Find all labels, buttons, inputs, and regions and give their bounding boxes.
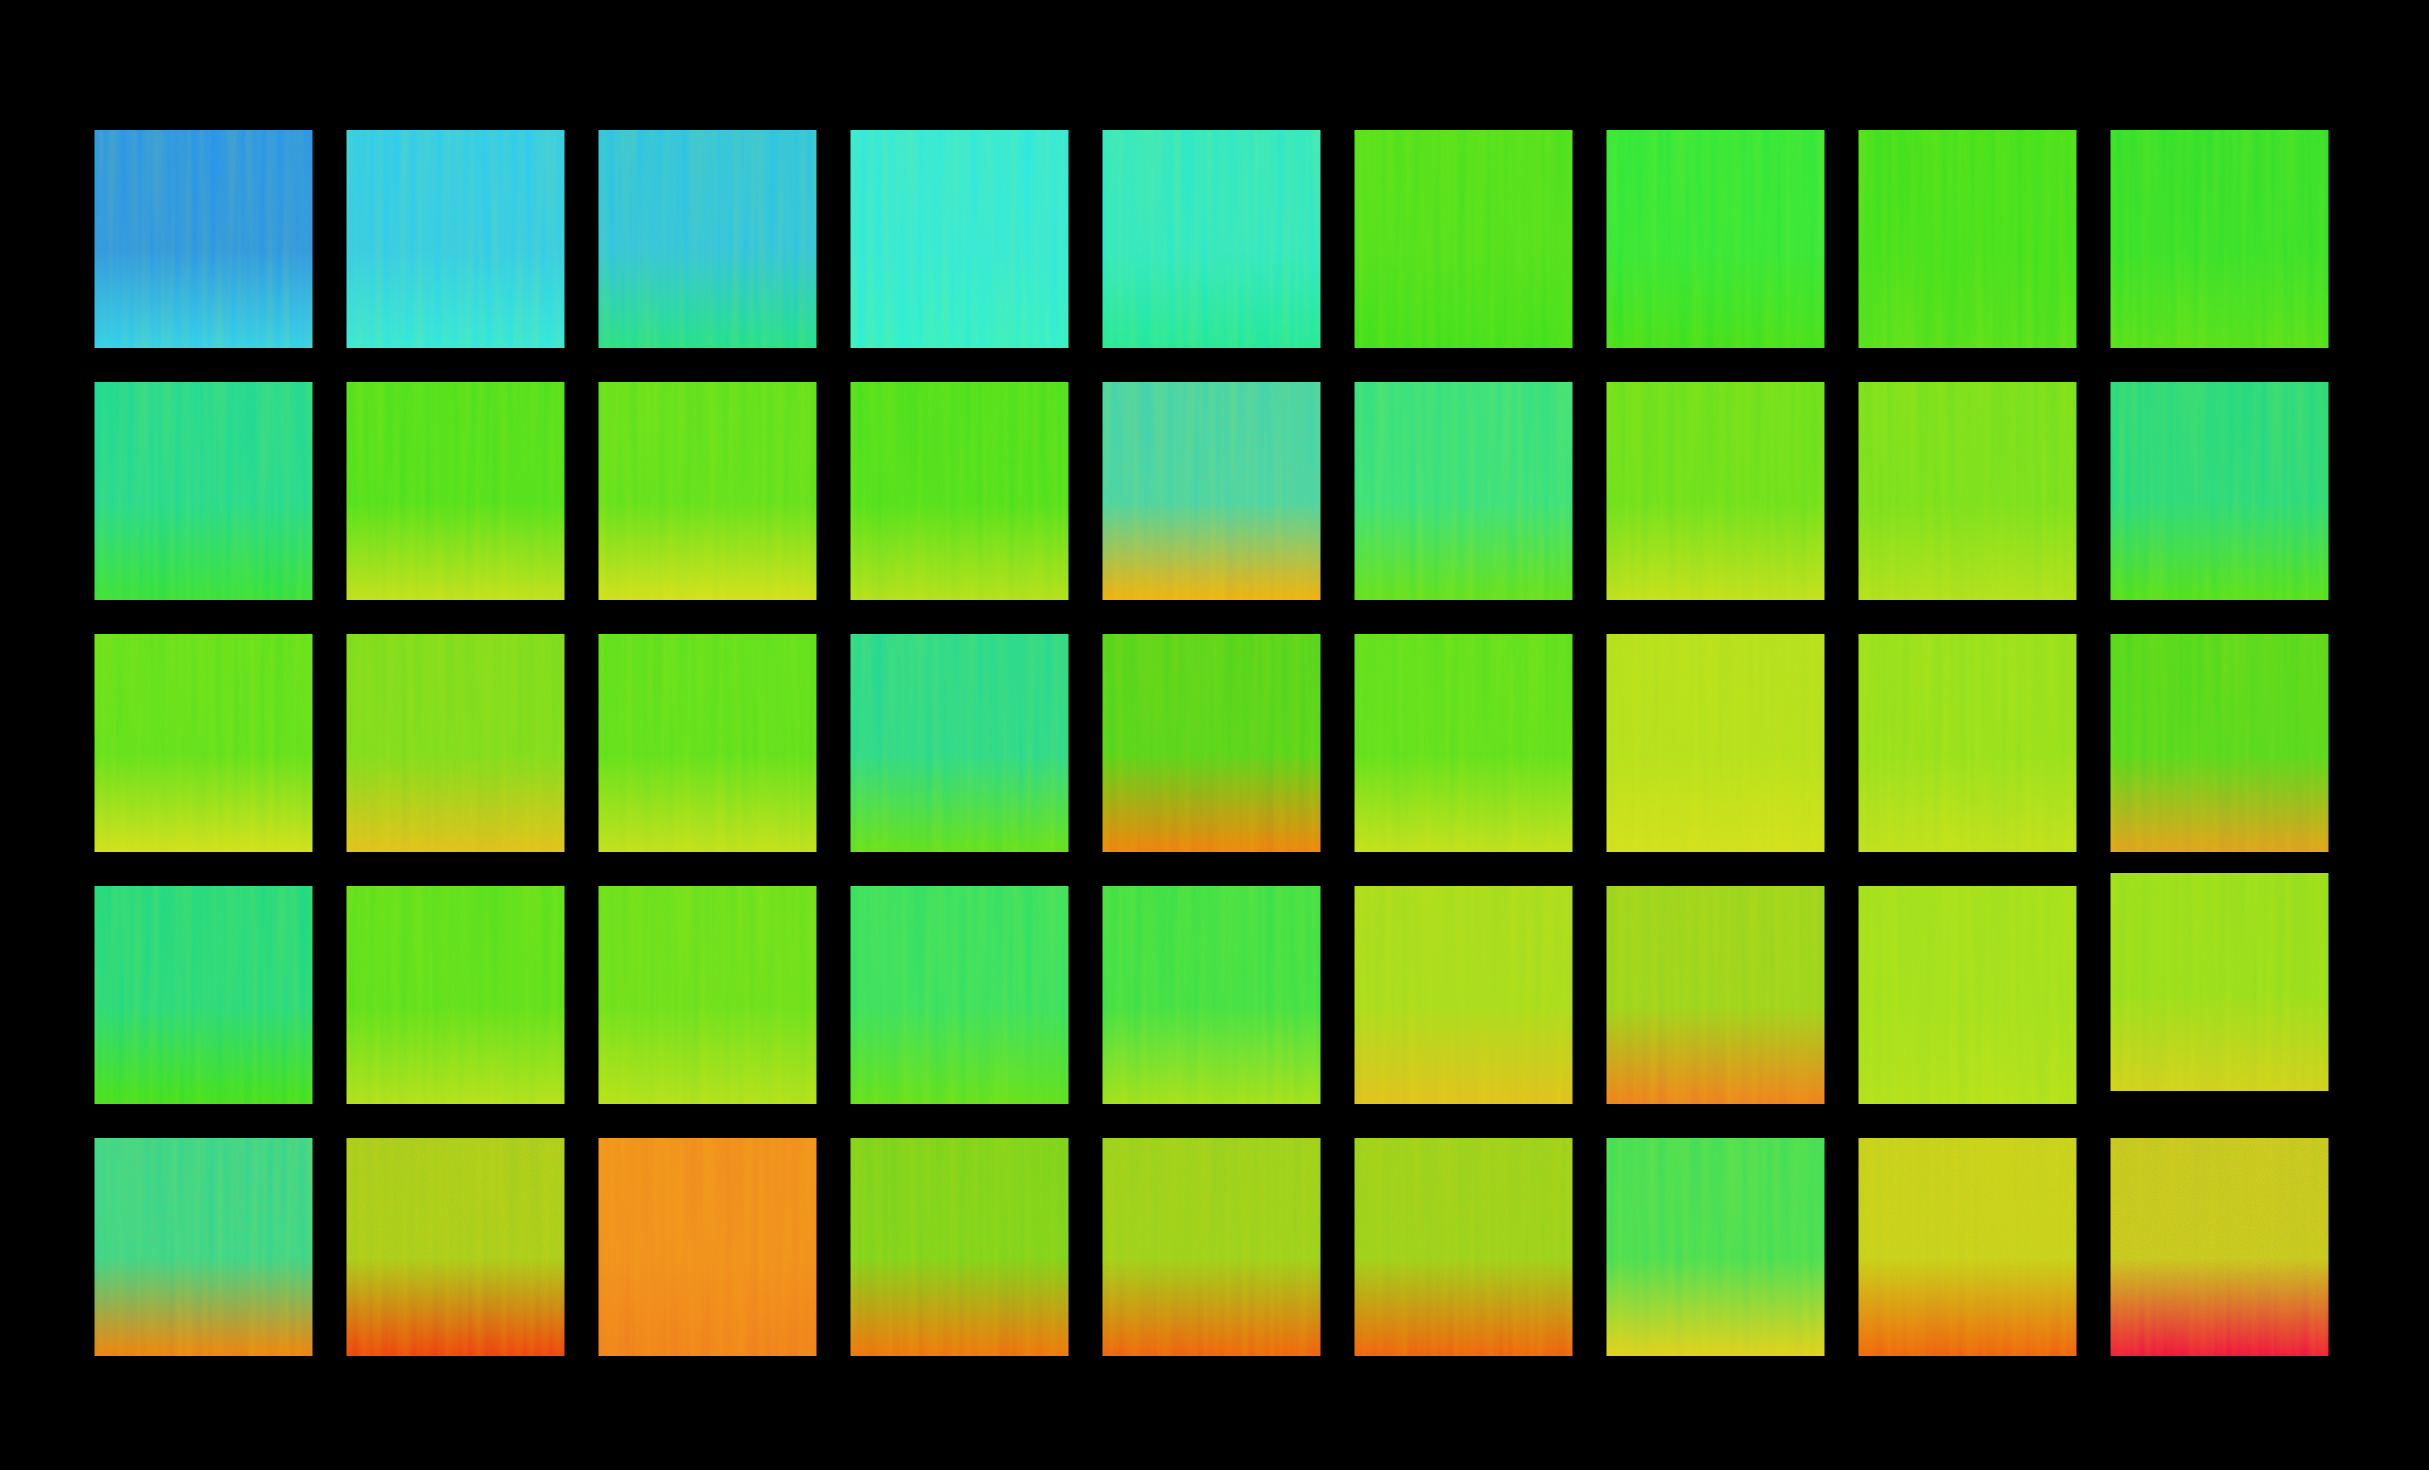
tile-noise: [598, 886, 817, 1104]
tile-noise: [346, 382, 565, 600]
spectrogram-tile: [598, 634, 817, 852]
tile-noise: [1102, 634, 1321, 852]
spectrogram-tile: [94, 130, 313, 348]
tile-noise: [346, 634, 565, 852]
tile-noise: [1858, 382, 2077, 600]
spectrogram-tile: [1606, 1138, 1825, 1356]
spectrogram-tile: [346, 382, 565, 600]
spectrogram-tile: [1102, 634, 1321, 852]
tile-noise: [94, 382, 313, 600]
spectrogram-tile: [850, 382, 1069, 600]
spectrogram-tile: [1102, 1138, 1321, 1356]
tile-noise: [1102, 130, 1321, 348]
spectrogram-tile: [1354, 1138, 1573, 1356]
tile-noise: [94, 130, 313, 348]
spectrogram-tile: [1858, 130, 2077, 348]
spectrogram-tile: [1858, 382, 2077, 600]
spectrogram-tile: [1354, 130, 1573, 348]
tile-noise: [1606, 1138, 1825, 1356]
tile-noise: [94, 634, 313, 852]
tile-noise: [850, 382, 1069, 600]
tile-noise: [1354, 634, 1573, 852]
tile-noise: [850, 886, 1069, 1104]
tile-noise: [598, 130, 817, 348]
spectrogram-tile: [1606, 382, 1825, 600]
spectrogram-tile: [598, 886, 817, 1104]
tile-noise: [2110, 1138, 2329, 1356]
tile-noise: [1102, 886, 1321, 1104]
spectrogram-tile: [2110, 634, 2329, 852]
spectrogram-tile: [1858, 1138, 2077, 1356]
spectrogram-tile: [2110, 130, 2329, 348]
tile-noise: [850, 634, 1069, 852]
spectrogram-tile: [2110, 1138, 2329, 1356]
tile-noise: [1354, 886, 1573, 1104]
spectrogram-tile: [1102, 886, 1321, 1104]
spectrogram-tile: [346, 886, 565, 1104]
spectrogram-tile: [94, 886, 313, 1104]
spectrogram-tile: [850, 130, 1069, 348]
spectrogram-tile: [850, 1138, 1069, 1356]
spectrogram-tile: [346, 634, 565, 852]
tile-noise: [1858, 130, 2077, 348]
spectrogram-tile: [346, 130, 565, 348]
tile-noise: [2110, 382, 2329, 600]
spectrogram-tile: [850, 886, 1069, 1104]
tile-noise: [1858, 886, 2077, 1104]
tile-noise: [346, 886, 565, 1104]
spectrogram-tile: [2110, 873, 2329, 1091]
tile-noise: [2110, 873, 2329, 1091]
spectrogram-tile: [1102, 130, 1321, 348]
spectrogram-tile: [598, 1138, 817, 1356]
tile-noise: [1858, 634, 2077, 852]
tile-noise: [2110, 634, 2329, 852]
spectrogram-tile: [94, 634, 313, 852]
tile-noise: [346, 130, 565, 348]
tile-noise: [1102, 1138, 1321, 1356]
tile-noise: [1354, 382, 1573, 600]
spectrogram-tile: [598, 130, 817, 348]
tile-noise: [1858, 1138, 2077, 1356]
tile-noise: [1606, 382, 1825, 600]
spectrogram-tile: [94, 1138, 313, 1356]
spectrogram-tile: [346, 1138, 565, 1356]
spectrogram-tile: [1858, 634, 2077, 852]
tile-noise: [598, 382, 817, 600]
spectrogram-tile: [1354, 382, 1573, 600]
tile-noise: [598, 634, 817, 852]
tile-noise: [598, 1138, 817, 1356]
tile-noise: [94, 886, 313, 1104]
tile-noise: [850, 1138, 1069, 1356]
tile-noise: [1606, 634, 1825, 852]
spectrogram-tile: [1606, 634, 1825, 852]
tile-noise: [1354, 1138, 1573, 1356]
spectrogram-tile: [2110, 382, 2329, 600]
tile-noise: [94, 1138, 313, 1356]
tile-noise: [1606, 886, 1825, 1104]
spectrogram-tile: [1354, 634, 1573, 852]
tile-noise: [346, 1138, 565, 1356]
spectrogram-tile: [94, 382, 313, 600]
tile-noise: [850, 130, 1069, 348]
tile-noise: [1102, 382, 1321, 600]
tile-noise: [1606, 130, 1825, 348]
spectrogram-tile: [1858, 886, 2077, 1104]
spectrogram-tile: [1102, 382, 1321, 600]
spectrogram-tile: [1606, 886, 1825, 1104]
spectrogram-tile: [1606, 130, 1825, 348]
spectrogram-tile: [850, 634, 1069, 852]
spectrogram-tile: [1354, 886, 1573, 1104]
tile-noise: [2110, 130, 2329, 348]
tile-noise: [1354, 130, 1573, 348]
spectrogram-tile: [598, 382, 817, 600]
